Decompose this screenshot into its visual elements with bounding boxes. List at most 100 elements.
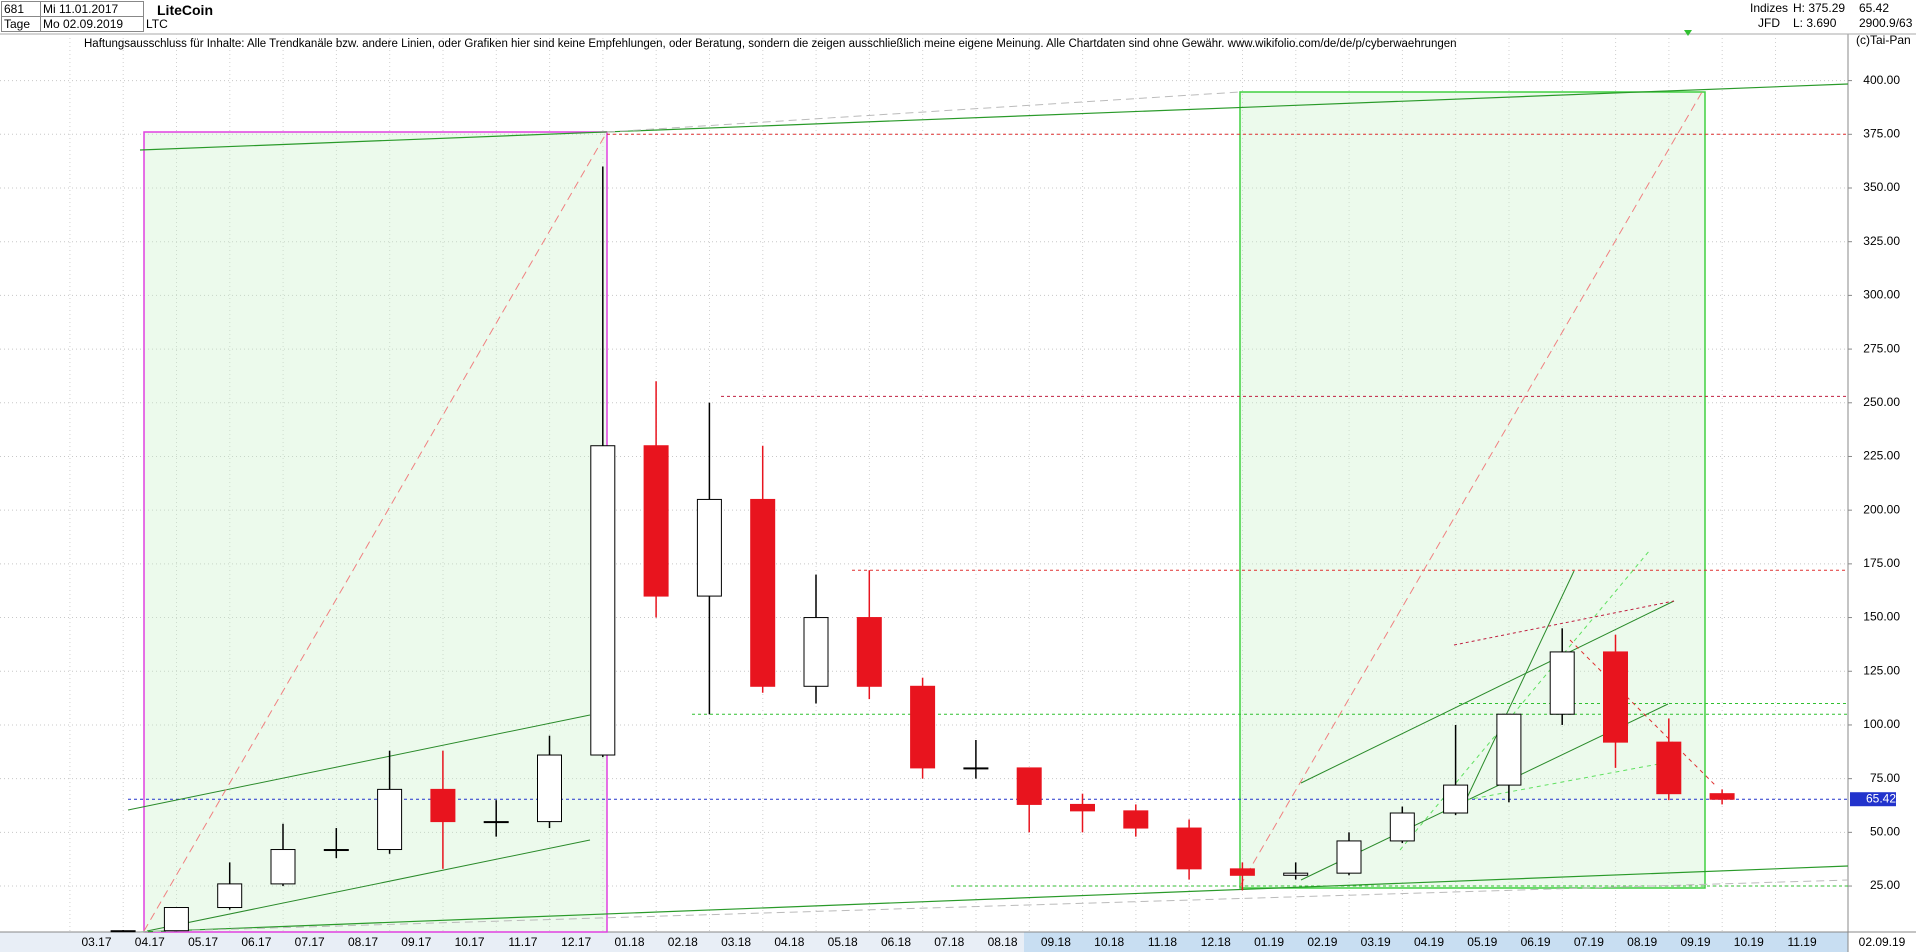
candle-body	[696, 498, 722, 597]
y-tick-label: 300.00	[1863, 288, 1900, 302]
candle-body	[483, 821, 509, 824]
candle-body	[963, 767, 989, 770]
chart-title: LiteCoin	[157, 2, 213, 18]
symbol: LTC	[146, 17, 168, 31]
trend-line	[146, 839, 591, 932]
candle-body	[110, 930, 136, 933]
y-tick-label: 250.00	[1863, 395, 1900, 409]
trend-line	[1300, 600, 1675, 784]
trend-line	[606, 91, 1241, 133]
last-price-label: 65.42	[1866, 791, 1896, 805]
trend-line	[139, 83, 1849, 151]
candle-body	[1549, 651, 1575, 715]
y-tick-label: 375.00	[1863, 126, 1900, 140]
x-tick-label: 08.17	[348, 935, 378, 949]
y-tick-label: 25.00	[1870, 878, 1900, 892]
candle-body	[217, 883, 243, 909]
counter[interactable]: 681	[1, 1, 41, 17]
x-tick-label: 04.18	[774, 935, 804, 949]
candle-body	[1656, 741, 1682, 795]
candle-body	[590, 445, 616, 756]
x-tick-label: 06.19	[1521, 935, 1551, 949]
last-price-tag	[1850, 792, 1896, 807]
x-tick-label: 11.18	[1148, 935, 1177, 949]
trend-line	[1239, 91, 1703, 887]
candle-body	[803, 617, 829, 687]
y-tick-label: 225.00	[1863, 449, 1900, 463]
x-tick-label: 02.19	[1307, 935, 1337, 949]
x-tick-label: 05.17	[188, 935, 218, 949]
x-last-date: 02.09.19	[1859, 935, 1906, 949]
x-tick-label: 12.17	[561, 935, 591, 949]
start-date: Mi 11.01.2017	[40, 1, 144, 17]
marker-triangle	[1684, 30, 1692, 36]
candle-body	[1016, 767, 1042, 805]
x-tick-label: 10.19	[1734, 935, 1764, 949]
candle-body	[430, 788, 456, 823]
y-tick-label: 50.00	[1870, 825, 1900, 839]
y-tick-label: 175.00	[1863, 556, 1900, 570]
disclaimer: Haftungsausschluss für Inhalte: Alle Tre…	[84, 38, 1457, 50]
x-tick-label: 07.19	[1574, 935, 1604, 949]
x-tick-label: 05.18	[828, 935, 858, 949]
x-tick-label: 09.18	[1041, 935, 1071, 949]
x-tick-label: 07.17	[295, 935, 325, 949]
candle-body	[163, 907, 189, 932]
candle-body	[750, 498, 776, 687]
trend-line	[1569, 639, 1716, 786]
y-tick-label: 100.00	[1863, 717, 1900, 731]
candle-body	[1709, 793, 1735, 800]
candle-body	[1229, 868, 1255, 876]
x-tick-label: 06.17	[241, 935, 271, 949]
x-tick-label: 12.18	[1201, 935, 1231, 949]
trend-line	[1399, 549, 1651, 851]
copyright: (c)Tai-Pan	[1856, 33, 1911, 47]
trend-line	[127, 714, 591, 811]
trend-line	[1453, 600, 1675, 646]
candle-body	[643, 445, 669, 597]
y-tick-label: 350.00	[1863, 180, 1900, 194]
x-tick-label: 03.17	[81, 935, 111, 949]
info-high: H: 375.29	[1793, 1, 1846, 15]
y-tick-label: 275.00	[1863, 341, 1900, 355]
candle-body	[1336, 840, 1362, 874]
trend-line	[139, 865, 1849, 933]
candle-body	[910, 685, 936, 769]
x-tick-label: 10.17	[455, 935, 485, 949]
x-tick-label: 01.19	[1254, 935, 1284, 949]
x-tick-label: 01.18	[614, 935, 644, 949]
trend-line	[1465, 570, 1575, 801]
candle-body	[1283, 872, 1309, 876]
candle-body	[1496, 713, 1522, 786]
candle-body	[1070, 803, 1095, 812]
x-tick-label: 03.19	[1361, 935, 1391, 949]
candle-body	[270, 849, 296, 885]
trend-line	[143, 131, 608, 932]
drawn-box-2019	[1239, 91, 1706, 889]
x-tick-label: 04.19	[1414, 935, 1444, 949]
candle-body	[1176, 827, 1202, 870]
y-tick-label: 75.00	[1870, 771, 1900, 785]
candle-body	[377, 788, 403, 851]
info-group: Indizes	[1750, 1, 1789, 15]
x-tick-label: 02.18	[668, 935, 698, 949]
x-tick-label: 03.18	[721, 935, 751, 949]
info-source: JFD	[1758, 16, 1780, 30]
candle-body	[1443, 784, 1469, 814]
x-tick-label: 10.18	[1094, 935, 1124, 949]
y-tick-label: 400.00	[1863, 73, 1900, 87]
x-tick-label: 09.17	[401, 935, 431, 949]
y-tick-label: 200.00	[1863, 502, 1900, 516]
x-tick-label: 09.19	[1680, 935, 1710, 949]
period[interactable]: Tage	[1, 16, 41, 32]
info-last: 65.42	[1859, 1, 1890, 15]
trend-line	[139, 879, 1849, 933]
candle-body	[856, 617, 882, 687]
x-tick-label: 06.18	[881, 935, 911, 949]
y-tick-label: 125.00	[1863, 663, 1900, 677]
info-count: 2900.9/63	[1859, 16, 1913, 30]
candle-body	[323, 849, 349, 852]
